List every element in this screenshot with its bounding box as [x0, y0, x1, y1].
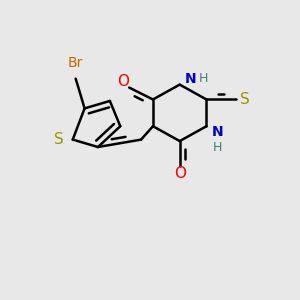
Text: O: O [174, 166, 186, 181]
Text: N: N [185, 72, 197, 86]
Text: Br: Br [68, 56, 83, 70]
Text: N: N [212, 125, 224, 139]
Text: S: S [240, 92, 249, 107]
Text: O: O [117, 74, 129, 89]
Text: H: H [199, 72, 208, 85]
Text: H: H [213, 140, 223, 154]
Text: S: S [55, 132, 64, 147]
